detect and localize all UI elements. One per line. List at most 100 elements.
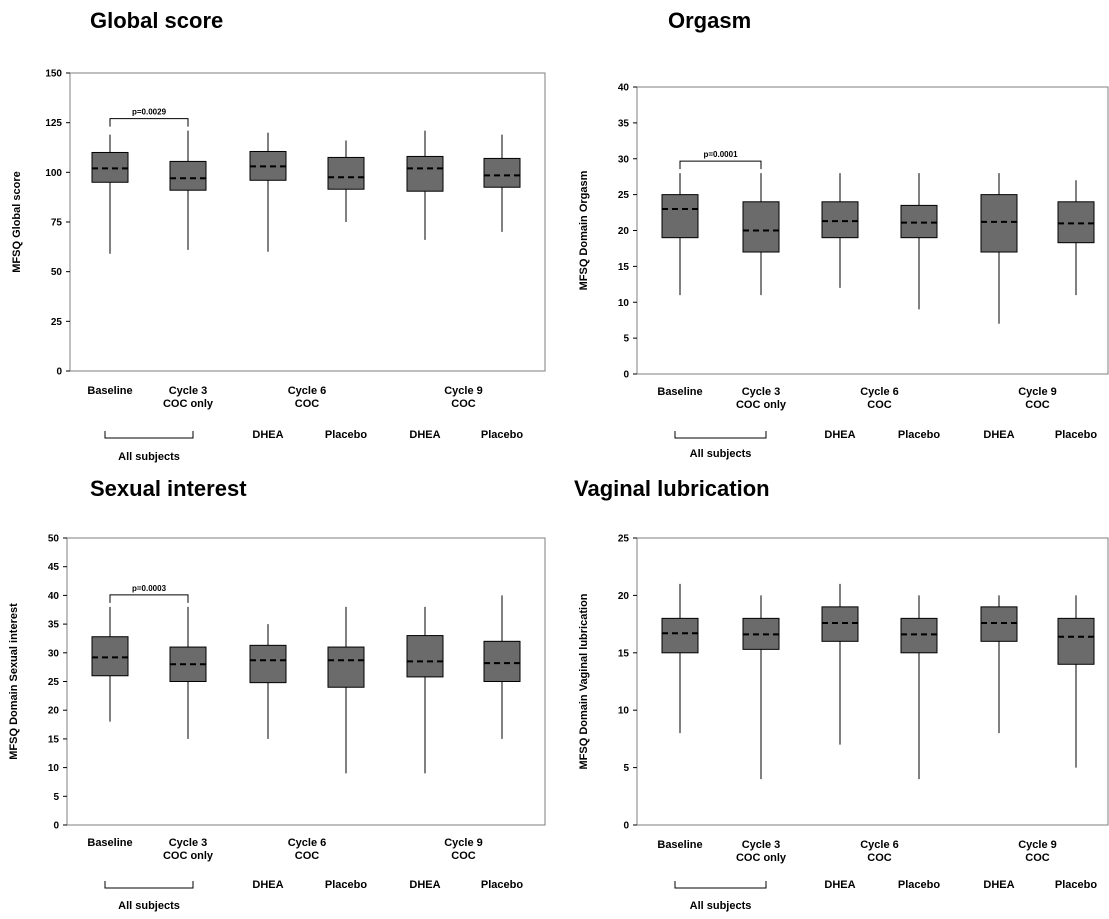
y-tick-label: 5: [623, 334, 629, 345]
box-5: [406, 130, 444, 240]
box-iqr: [821, 606, 859, 642]
plot-frame: [636, 86, 1109, 375]
x-category-label: COC: [1025, 852, 1050, 864]
x-sub-label: DHEA: [409, 429, 440, 441]
box-6: [483, 595, 521, 739]
box-iqr: [483, 157, 521, 188]
y-tick-label: 0: [623, 821, 629, 832]
box-2: [742, 173, 780, 296]
group-label: All subjects: [118, 451, 180, 463]
y-tick-label: 0: [623, 370, 629, 381]
y-tick-label: 10: [618, 706, 630, 717]
y-tick-label: 15: [48, 734, 60, 745]
box-iqr: [661, 194, 699, 239]
x-category-label: COC only: [163, 398, 214, 410]
x-category-label: Cycle 3: [742, 386, 781, 398]
y-tick-label: 5: [623, 763, 629, 774]
box-iqr: [980, 606, 1018, 642]
box-4: [327, 140, 365, 222]
y-tick-label: 35: [48, 620, 60, 631]
y-axis-label: MFSQ Domain Orgasm: [578, 170, 590, 290]
x-category-label: COC: [295, 850, 320, 862]
box-iqr: [406, 155, 444, 192]
x-category-label: COC: [867, 852, 892, 864]
box-4: [900, 595, 938, 780]
box-5: [980, 173, 1018, 324]
box-4: [900, 173, 938, 310]
y-tick-label: 10: [618, 298, 630, 309]
x-category-label: COC: [1025, 399, 1050, 411]
plot-frame: [69, 72, 546, 372]
y-tick-label: 150: [45, 69, 62, 80]
x-sub-label: DHEA: [983, 879, 1014, 891]
group-bracket: [104, 881, 194, 889]
y-tick-label: 10: [48, 763, 60, 774]
panel-4: Vaginal lubrication 0 5 10 15 20 25 MFSQ Domain…: [574, 476, 1109, 912]
x-sub-label: Placebo: [325, 429, 367, 441]
group-bracket: [104, 431, 194, 439]
y-tick-label: 15: [618, 648, 630, 659]
y-tick-label: 100: [45, 168, 62, 179]
p-value-label: p=0.0029: [132, 108, 167, 117]
y-tick-label: 20: [618, 226, 630, 237]
group-label: All subjects: [690, 900, 752, 912]
x-category-label: Baseline: [657, 386, 702, 398]
x-sub-label: Placebo: [1055, 429, 1097, 441]
y-tick-label: 40: [48, 591, 60, 602]
x-category-label: COC only: [163, 850, 214, 862]
x-category-label: COC: [451, 850, 476, 862]
box-iqr: [249, 644, 287, 684]
group-bracket: [674, 881, 767, 889]
box-1: [91, 134, 129, 254]
box-iqr: [483, 640, 521, 683]
box-3: [821, 583, 859, 745]
y-tick-label: 75: [51, 218, 63, 229]
y-tick-label: 30: [48, 648, 60, 659]
x-category-label: COC: [867, 399, 892, 411]
x-category-label: Cycle 9: [1018, 386, 1057, 398]
y-tick-label: 20: [48, 706, 60, 717]
panel-1: Global score 0 25 50 75 100 125 150 MFSQ Global …: [11, 8, 546, 463]
y-tick-label: 40: [618, 83, 630, 94]
x-category-label: Cycle 6: [288, 385, 327, 397]
y-tick-label: 125: [45, 118, 62, 129]
y-tick-label: 20: [618, 591, 630, 602]
y-tick-label: 0: [56, 367, 62, 378]
box-iqr: [327, 156, 365, 190]
panel-3: Sexual interest 0 5 10 15 20 25 30 35 40 45 50 MFSQ …: [8, 476, 546, 912]
group-label: All subjects: [690, 448, 752, 460]
x-category-label: Cycle 9: [444, 385, 483, 397]
y-tick-label: 50: [51, 267, 63, 278]
y-tick-label: 15: [618, 262, 630, 273]
x-category-label: COC only: [736, 399, 787, 411]
box-iqr: [169, 160, 207, 191]
box-5: [406, 606, 444, 774]
x-category-label: Cycle 6: [860, 386, 899, 398]
panel-title: Orgasm: [668, 8, 751, 33]
x-sub-label: DHEA: [983, 429, 1014, 441]
x-category-label: Cycle 3: [169, 837, 208, 849]
y-tick-label: 50: [48, 534, 60, 545]
group-label: All subjects: [118, 900, 180, 912]
panel-title: Sexual interest: [90, 476, 247, 501]
box-iqr: [821, 201, 859, 239]
y-tick-label: 35: [618, 118, 630, 129]
y-tick-label: 0: [53, 821, 59, 832]
x-category-label: Cycle 9: [1018, 839, 1057, 851]
x-sub-label: Placebo: [481, 429, 523, 441]
box-4: [327, 606, 365, 774]
box-1: [661, 583, 699, 734]
y-axis-label: MFSQ Domain Sexual interest: [8, 603, 20, 760]
x-category-label: Cycle 9: [444, 837, 483, 849]
panel-title: Vaginal lubrication: [574, 476, 770, 501]
box-2: [169, 130, 207, 250]
p-value-bracket: [679, 160, 762, 170]
y-tick-label: 25: [48, 677, 60, 688]
box-6: [483, 134, 521, 232]
box-iqr: [980, 194, 1018, 253]
plot-frame: [66, 537, 546, 826]
box-3: [249, 624, 287, 739]
x-sub-label: Placebo: [481, 879, 523, 891]
box-3: [821, 173, 859, 288]
